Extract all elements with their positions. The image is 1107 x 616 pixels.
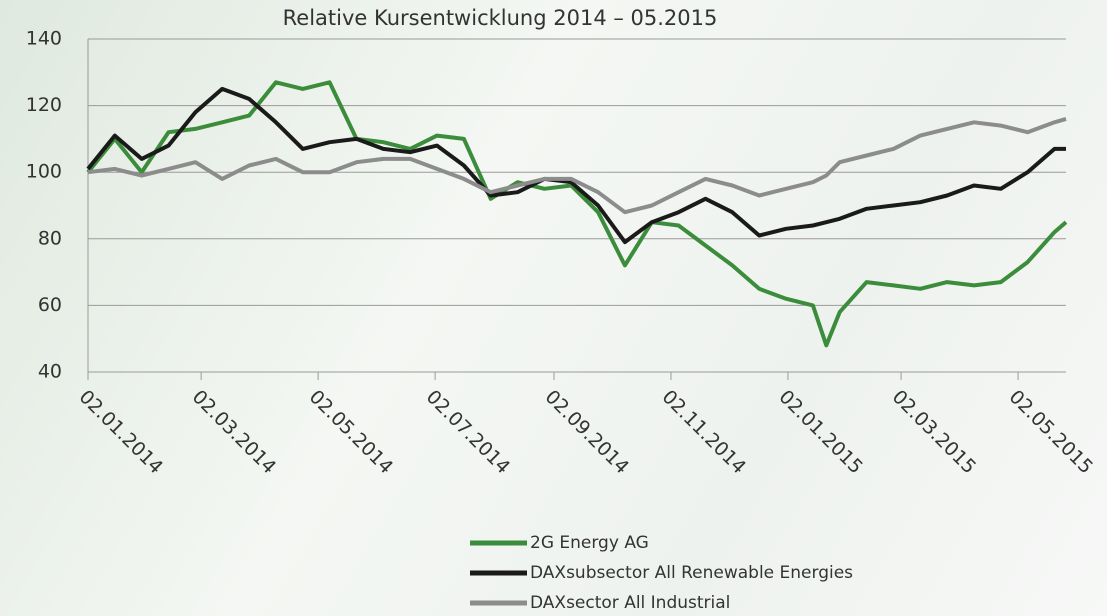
x-tick-label: 02.05.2014 (305, 386, 397, 478)
legend-label: 2G Energy AG (530, 533, 649, 553)
series-line (87, 116, 1067, 215)
y-tick-label: 60 (38, 294, 62, 316)
y-tick-label: 120 (26, 94, 62, 116)
y-tick-label: 80 (38, 227, 62, 249)
x-tick-label: 02.07.2014 (422, 386, 514, 478)
chart-title: Relative Kursentwicklung 2014 – 05.2015 (283, 6, 718, 30)
x-tick-label: 02.03.2014 (188, 386, 280, 478)
legend-label: DAXsector All Industrial (530, 593, 730, 613)
y-tick-label: 140 (26, 28, 62, 50)
x-tick-label: 02.09.2014 (541, 386, 633, 478)
legend-label: DAXsubsector All Renewable Energies (530, 563, 853, 583)
x-tick-label: 02.03.2015 (888, 386, 980, 478)
series-line (86, 80, 1068, 348)
y-tick-label: 40 (38, 361, 62, 383)
x-tick-label: 02.05.2015 (1005, 386, 1097, 478)
y-tick-label: 100 (26, 161, 62, 183)
series-line (86, 86, 1066, 245)
x-tick-label: 02.01.2014 (75, 386, 167, 478)
x-tick-label: 02.01.2015 (775, 386, 867, 478)
x-tick-label: 02.11.2014 (658, 386, 750, 478)
